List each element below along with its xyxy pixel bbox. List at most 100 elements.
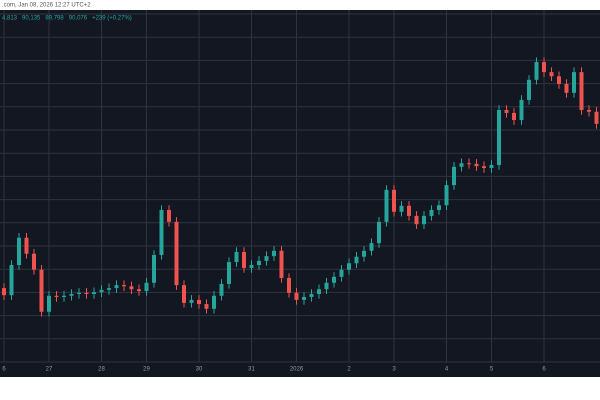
candle-body (362, 250, 366, 257)
candle-body (77, 292, 81, 294)
candle-body (152, 254, 156, 283)
x-tick-label: 27 (46, 367, 53, 373)
candle-body (197, 299, 201, 305)
candle-body (167, 209, 171, 222)
ohlc-legend: 4,813 90,135 89,798 90,076 +239 (+0.27%) (2, 16, 132, 22)
candle-body (452, 166, 456, 186)
candle-body (534, 62, 539, 80)
candle-body (174, 221, 179, 286)
candle-body (557, 76, 561, 84)
candle-body (294, 292, 299, 300)
candle-body (339, 269, 344, 277)
candles (2, 57, 599, 317)
candle-body (69, 294, 74, 296)
candle-body (542, 62, 546, 73)
candle-body (474, 163, 479, 167)
candle-body (482, 166, 486, 168)
x-tick-label: 4 (445, 367, 449, 373)
candle-body (422, 215, 426, 225)
candle-body (279, 250, 284, 279)
candle-body (579, 72, 584, 110)
candle-body (549, 72, 554, 77)
candle-body (24, 237, 29, 254)
ohlc-value: 89,798 (45, 16, 64, 22)
candle-body (272, 250, 276, 257)
candle-body (377, 221, 381, 244)
candle-body (594, 111, 599, 124)
candle-body (489, 165, 494, 168)
candle-body (407, 205, 411, 216)
candle-body (459, 163, 464, 167)
candle-body (347, 263, 351, 270)
candle-body (564, 83, 569, 93)
x-tick-label: 6 (542, 367, 546, 373)
x-tick-label: 2026 (290, 367, 304, 373)
candle-body (114, 285, 119, 289)
candle-body (99, 289, 104, 293)
candle-body (257, 260, 261, 266)
candle-body (504, 109, 509, 113)
candle-body (437, 205, 441, 210)
candle-body (159, 209, 164, 255)
x-tick-label: 28 (98, 367, 105, 373)
candle-body (39, 269, 44, 312)
candle-body (287, 278, 291, 293)
ohlc-value: 4,813 (2, 16, 18, 22)
candle-body (212, 295, 216, 309)
candle-body (264, 256, 269, 261)
candle-body (242, 251, 246, 268)
candle-body (354, 256, 359, 264)
candle-body (332, 276, 336, 283)
x-tick-label: 30 (196, 367, 203, 373)
x-tick-label: 2 (347, 367, 351, 373)
ohlc-value: +239 (+0.27%) (92, 16, 132, 22)
x-axis: 6 27 28 29 30 31 2026 2 3 4 5 6 (2, 367, 546, 373)
x-tick-label: 6 (2, 367, 6, 373)
candle-body (189, 299, 194, 303)
candle-body (317, 289, 321, 294)
candle-body (414, 215, 419, 225)
candle-body (144, 282, 149, 292)
candle-body (182, 285, 186, 303)
candle-body (219, 283, 224, 296)
candle-body (429, 209, 434, 216)
chart-background (0, 10, 600, 377)
candle-body (302, 296, 306, 300)
candle-body (527, 79, 531, 100)
x-tick-label: 5 (490, 367, 494, 373)
candle-body (399, 205, 404, 212)
candle-body (519, 99, 524, 121)
candle-body (54, 295, 59, 297)
candle-body (92, 292, 96, 294)
candle-body (32, 253, 36, 270)
x-tick-label: 3 (392, 367, 396, 373)
chart-title: .com, Jan 08, 2026 12:27 UTC+2 (2, 3, 91, 9)
candle-body (204, 304, 209, 309)
candle-body (9, 265, 14, 296)
candle-body (137, 289, 141, 292)
candle-body (107, 288, 111, 290)
candle-body (369, 243, 374, 251)
candle-body (392, 189, 396, 212)
candle-body (17, 237, 21, 266)
ohlc-value: 90,135 (22, 16, 41, 22)
x-tick-label: 31 (248, 367, 255, 373)
candle-body (467, 163, 471, 165)
candle-body (384, 189, 389, 222)
candle-body (122, 285, 126, 287)
candle-body (324, 282, 329, 290)
candle-body (234, 251, 239, 263)
candle-body (497, 109, 501, 166)
candle-body (444, 185, 449, 206)
candle-body (62, 295, 66, 297)
candle-body (309, 294, 314, 297)
candle-body (512, 112, 516, 121)
candle-body (129, 286, 134, 290)
candle-body (587, 109, 591, 112)
candle-body (47, 295, 51, 312)
candle-body (84, 292, 89, 294)
candle-body (227, 262, 231, 284)
x-tick-label: 29 (143, 367, 150, 373)
